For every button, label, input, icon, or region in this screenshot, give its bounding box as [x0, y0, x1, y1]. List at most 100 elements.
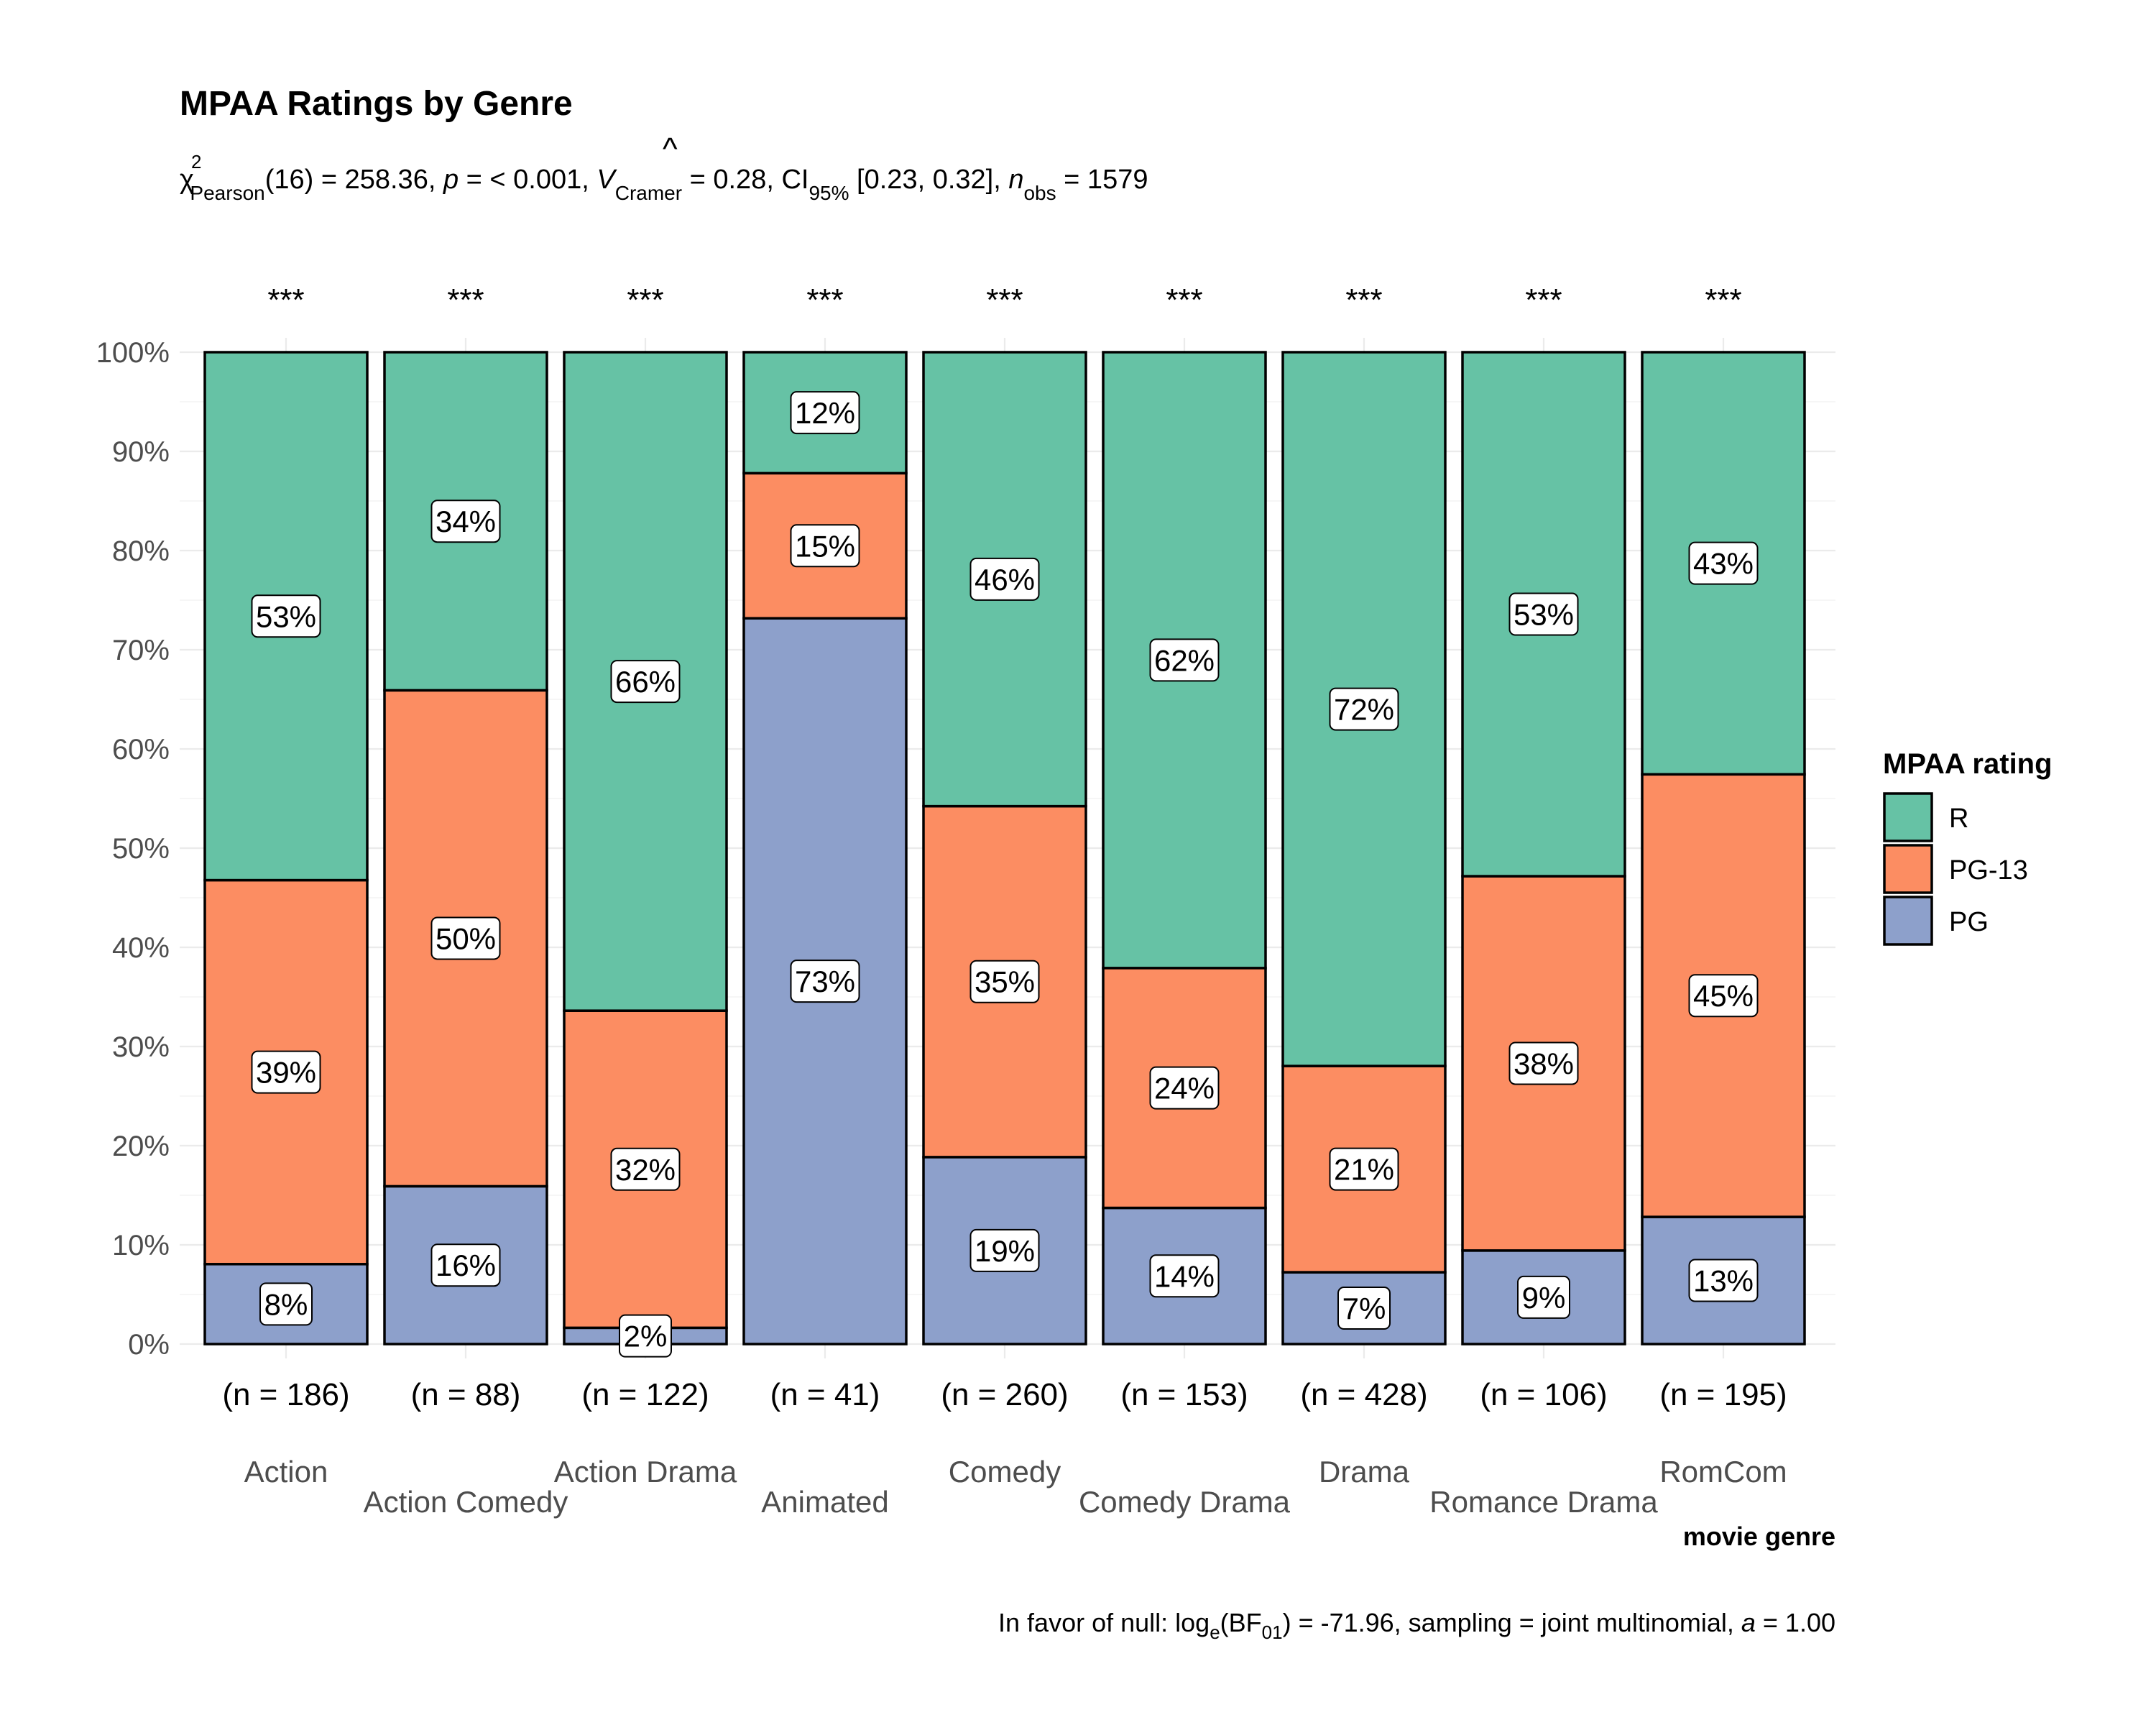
data-label-text: 13%	[1693, 1264, 1754, 1298]
data-label-text: 35%	[975, 965, 1035, 999]
legend-label: PG-13	[1949, 855, 2028, 886]
data-label: 46%	[969, 557, 1040, 601]
data-label: 39%	[251, 1050, 321, 1094]
n-label: (n = 88)	[411, 1377, 521, 1412]
data-label: 72%	[1329, 687, 1399, 731]
x-tick-label: Animated	[761, 1485, 888, 1519]
data-label: 50%	[430, 916, 501, 960]
n-label: (n = 428)	[1300, 1377, 1427, 1412]
data-label-text: 9%	[1522, 1281, 1566, 1315]
data-label-text: 19%	[975, 1234, 1035, 1268]
legend-swatch-r	[1883, 792, 1933, 842]
data-label-box	[430, 916, 501, 960]
x-tick-label: Comedy	[949, 1455, 1061, 1489]
data-label-box	[1329, 687, 1399, 731]
data-label: 8%	[259, 1282, 313, 1326]
data-label-box	[610, 1147, 681, 1191]
y-tick-label: 0%	[128, 1329, 170, 1361]
n-label: (n = 195)	[1659, 1377, 1787, 1412]
data-label-text: 46%	[975, 563, 1035, 597]
data-label-box	[1149, 1066, 1220, 1110]
y-axis: 0% 10% 20% 30% 40% 50% 60% 70% 80% 90% 100%	[96, 337, 170, 1361]
x-tick-label: RomCom	[1659, 1455, 1787, 1489]
x-tick-label: Action Drama	[554, 1455, 737, 1489]
data-label-text: 62%	[1154, 643, 1215, 677]
data-label-box	[259, 1282, 313, 1326]
data-label-box	[619, 1314, 672, 1358]
legend: MPAA rating R PG-13 PG	[1883, 748, 2053, 946]
n-label: (n = 41)	[770, 1377, 880, 1412]
segment-labels: 8% 39% 53% 16% 50% 34% 2% 32% 66% 73% 15% 12% 19% 35%…	[251, 391, 1759, 1358]
data-label: 2%	[619, 1314, 672, 1358]
data-label-text: 7%	[1342, 1292, 1386, 1325]
data-label-text: 32%	[615, 1153, 676, 1187]
x-tick-label: Drama	[1319, 1455, 1410, 1489]
x-axis: (n = 186) Action (n = 88) Action Comedy (n =…	[222, 1377, 1787, 1519]
data-label: 16%	[430, 1243, 501, 1287]
data-label-box	[1329, 1147, 1399, 1191]
data-label: 62%	[1149, 638, 1220, 682]
data-label-box	[969, 557, 1040, 601]
x-tick-label: Action	[244, 1455, 328, 1489]
legend-swatch-pg-13	[1883, 844, 1933, 894]
data-label-box	[969, 960, 1040, 1003]
data-label-text: 45%	[1693, 979, 1754, 1013]
significance-label: ***	[986, 282, 1023, 318]
y-tick-label: 60%	[112, 734, 170, 765]
data-label: 13%	[1688, 1259, 1759, 1302]
n-label: (n = 153)	[1120, 1377, 1248, 1412]
data-label-text: 72%	[1334, 693, 1394, 727]
data-label: 9%	[1517, 1275, 1570, 1319]
data-label-box	[1508, 592, 1579, 636]
legend-swatch-pg	[1883, 896, 1933, 946]
significance-label: ***	[1525, 282, 1562, 318]
data-label: 45%	[1688, 974, 1759, 1018]
chart-title: MPAA Ratings by Genre	[180, 85, 573, 123]
data-label-box	[1149, 1254, 1220, 1298]
legend-label: R	[1949, 804, 1968, 834]
data-label: 53%	[251, 594, 321, 638]
chart-subtitle: χ2 Pearson(16) = 258.36, p = < 0.001, VCr…	[180, 151, 1148, 204]
data-label: 34%	[430, 500, 501, 543]
data-label: 15%	[790, 524, 860, 568]
data-label-box	[1688, 541, 1759, 585]
data-label: 66%	[610, 660, 681, 704]
data-label-text: 53%	[1514, 598, 1574, 632]
data-label-text: 39%	[256, 1056, 316, 1090]
data-label-box	[251, 1050, 321, 1094]
data-label: 35%	[969, 960, 1040, 1003]
data-label-box	[1149, 638, 1220, 682]
n-label: (n = 186)	[222, 1377, 349, 1412]
data-label: 19%	[969, 1228, 1040, 1272]
data-label-text: 2%	[624, 1320, 668, 1353]
data-label-text: 38%	[1514, 1046, 1574, 1080]
y-tick-label: 40%	[112, 932, 170, 964]
data-label-box	[790, 391, 860, 435]
data-label: 32%	[610, 1147, 681, 1191]
v-hat-mark: ^	[663, 132, 678, 167]
data-label-text: 34%	[436, 505, 496, 538]
bar-segment-pg-13	[383, 689, 548, 1188]
legend-label: PG	[1949, 907, 1989, 937]
y-tick-label: 10%	[112, 1230, 170, 1261]
y-tick-label: 80%	[112, 535, 170, 567]
data-label-text: 16%	[436, 1248, 496, 1282]
data-label-text: 8%	[264, 1287, 308, 1321]
significance-label: ***	[1345, 282, 1382, 318]
data-label: 12%	[790, 391, 860, 435]
data-label-text: 24%	[1154, 1072, 1215, 1105]
x-tick-label: Action Comedy	[364, 1485, 568, 1519]
data-label-text: 12%	[795, 396, 855, 430]
data-label: 43%	[1688, 541, 1759, 585]
data-label-box	[1517, 1275, 1570, 1319]
y-tick-label: 50%	[112, 833, 170, 865]
y-tick-label: 100%	[96, 337, 170, 369]
data-label-box	[1337, 1287, 1391, 1330]
caption: In favor of null: loge(BF01) = -71.96, s…	[998, 1608, 1835, 1643]
data-label-text: 14%	[1154, 1259, 1215, 1293]
y-tick-label: 30%	[112, 1031, 170, 1063]
significance-label: ***	[806, 282, 843, 318]
n-label: (n = 106)	[1480, 1377, 1607, 1412]
data-label-box	[610, 660, 681, 704]
data-label: 53%	[1508, 592, 1579, 636]
